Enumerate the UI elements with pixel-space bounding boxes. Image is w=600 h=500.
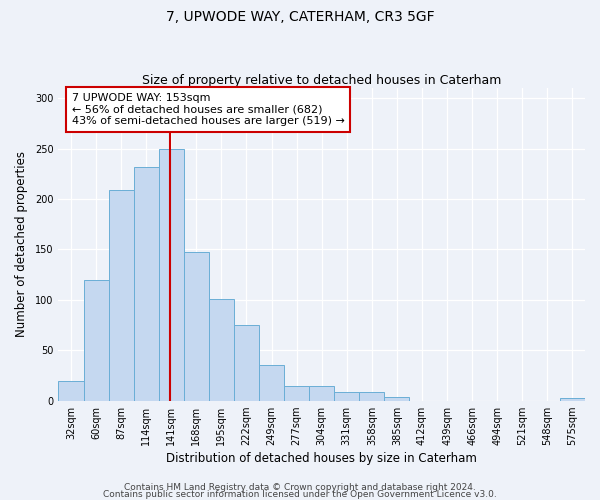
Text: Contains HM Land Registry data © Crown copyright and database right 2024.: Contains HM Land Registry data © Crown c… <box>124 484 476 492</box>
Bar <box>284 386 309 400</box>
Bar <box>83 280 109 400</box>
Title: Size of property relative to detached houses in Caterham: Size of property relative to detached ho… <box>142 74 502 87</box>
Text: 7 UPWODE WAY: 153sqm
← 56% of detached houses are smaller (682)
43% of semi-deta: 7 UPWODE WAY: 153sqm ← 56% of detached h… <box>71 93 344 126</box>
Bar <box>134 167 159 400</box>
X-axis label: Distribution of detached houses by size in Caterham: Distribution of detached houses by size … <box>166 452 477 465</box>
Bar <box>234 325 259 400</box>
Bar <box>334 392 359 400</box>
Bar <box>560 398 585 400</box>
Bar <box>259 366 284 400</box>
Bar <box>58 380 83 400</box>
Y-axis label: Number of detached properties: Number of detached properties <box>15 152 28 338</box>
Bar <box>359 392 385 400</box>
Text: Contains public sector information licensed under the Open Government Licence v3: Contains public sector information licen… <box>103 490 497 499</box>
Bar <box>184 252 209 400</box>
Bar <box>385 396 409 400</box>
Bar <box>209 299 234 400</box>
Bar <box>309 386 334 400</box>
Text: 7, UPWODE WAY, CATERHAM, CR3 5GF: 7, UPWODE WAY, CATERHAM, CR3 5GF <box>166 10 434 24</box>
Bar <box>109 190 134 400</box>
Bar <box>159 148 184 400</box>
